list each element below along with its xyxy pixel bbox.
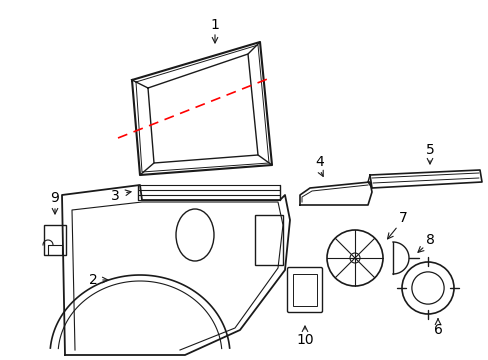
Text: 7: 7 <box>398 211 407 225</box>
Text: 1: 1 <box>210 18 219 32</box>
Text: 4: 4 <box>315 155 324 169</box>
Text: 9: 9 <box>50 191 60 205</box>
Bar <box>254 215 283 265</box>
Text: 5: 5 <box>425 143 433 157</box>
Text: 8: 8 <box>425 233 433 247</box>
Text: 3: 3 <box>110 189 119 203</box>
Text: 2: 2 <box>88 273 97 287</box>
Text: 6: 6 <box>433 323 442 337</box>
Bar <box>44 225 66 255</box>
Text: 10: 10 <box>296 333 313 347</box>
Bar <box>292 274 316 306</box>
Circle shape <box>349 253 359 263</box>
